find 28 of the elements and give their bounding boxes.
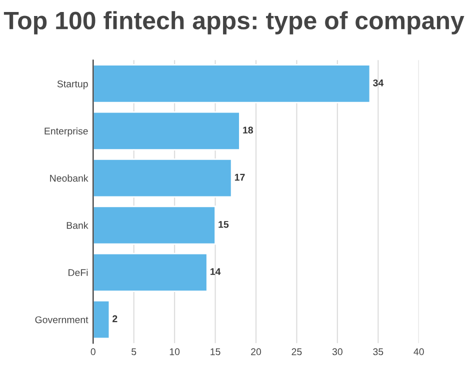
chart-title: Top 100 fintech apps: type of company <box>4 11 464 34</box>
data-label: 15 <box>218 221 229 228</box>
data-label: 34 <box>373 79 384 86</box>
bar <box>93 158 232 198</box>
x-tick-label: 15 <box>210 348 220 356</box>
bar <box>93 300 110 340</box>
y-tick-label: Government <box>35 316 88 324</box>
y-tick-label: Neobank <box>50 174 88 182</box>
x-tick-label: 35 <box>373 348 384 356</box>
x-tick-label: 10 <box>170 348 180 356</box>
x-tick-label: 40 <box>414 348 424 356</box>
data-label: 14 <box>210 268 221 275</box>
x-tick-label: 5 <box>132 348 136 356</box>
y-tick-label: DeFi <box>68 268 88 276</box>
data-label: 2 <box>112 315 118 322</box>
x-tick-label: 20 <box>251 348 262 356</box>
bar <box>93 111 240 150</box>
bar <box>93 206 216 245</box>
data-label: 17 <box>234 174 245 181</box>
data-label: 18 <box>243 126 254 134</box>
x-tick-label: 30 <box>332 348 342 356</box>
y-tick-label: Bank <box>66 222 88 229</box>
y-tick-label: Startup <box>57 80 88 90</box>
x-tick-label: 25 <box>292 348 302 356</box>
y-tick-label: Enterprise <box>44 127 88 136</box>
bar <box>93 64 371 104</box>
x-tick-label: 0 <box>90 348 96 356</box>
bar <box>93 252 208 292</box>
